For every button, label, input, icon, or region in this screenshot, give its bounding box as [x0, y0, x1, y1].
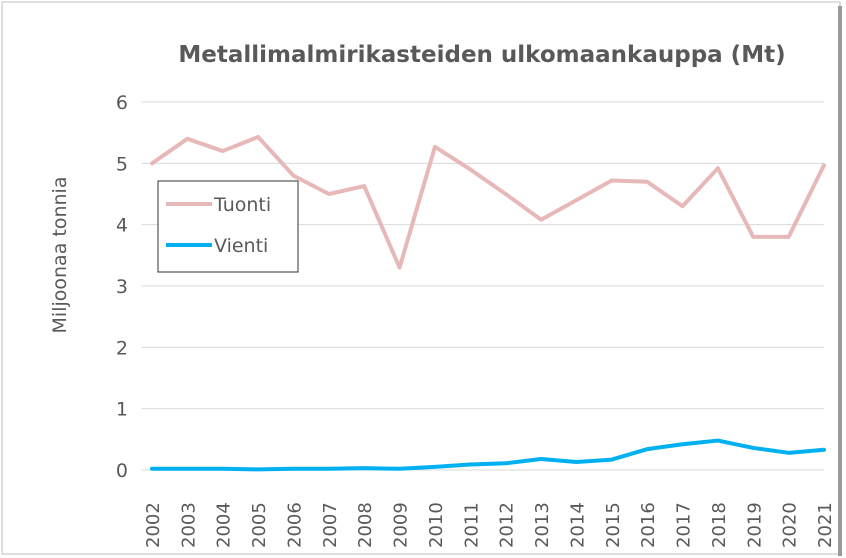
x-tick-label: 2011	[461, 502, 482, 548]
y-tick-label: 1	[116, 399, 128, 421]
y-axis-label: Miljoonaa tonnia	[49, 177, 71, 334]
x-tick-label: 2012	[497, 502, 518, 548]
chart-title: Metallimalmirikasteiden ulkomaankauppa (…	[178, 42, 785, 68]
x-tick-label: 2008	[355, 502, 376, 548]
y-tick-label: 2	[116, 337, 128, 359]
x-tick-label: 2004	[214, 502, 235, 548]
x-tick-label: 2014	[567, 502, 588, 548]
y-tick-label: 0	[116, 460, 128, 482]
y-tick-label: 4	[116, 215, 128, 237]
legend-box	[157, 180, 299, 273]
legend-label: Vienti	[214, 235, 268, 257]
x-tick-label: 2020	[780, 502, 801, 548]
legend-label: Tuonti	[213, 194, 271, 216]
x-tick-label: 2007	[320, 502, 341, 548]
x-tick-label: 2015	[603, 502, 624, 548]
x-tick-label: 2010	[426, 502, 447, 548]
x-tick-label: 2017	[674, 502, 695, 548]
x-tick-label: 2021	[815, 502, 836, 548]
x-tick-label: 2002	[143, 502, 164, 548]
data-line	[150, 134, 826, 270]
y-tick-label: 6	[116, 92, 128, 114]
data-line	[150, 438, 826, 472]
x-tick-label: 2003	[178, 502, 199, 548]
x-tick-label: 2019	[744, 502, 765, 548]
y-tick-label: 3	[116, 276, 128, 298]
x-tick-label: 2009	[391, 502, 412, 548]
x-tick-label: 2016	[638, 502, 659, 548]
x-tick-label: 2006	[284, 502, 305, 548]
y-tick-label: 5	[116, 153, 128, 175]
x-tick-label: 2005	[249, 502, 270, 548]
x-tick-label: 2018	[709, 502, 730, 548]
x-tick-label: 2013	[532, 502, 553, 548]
